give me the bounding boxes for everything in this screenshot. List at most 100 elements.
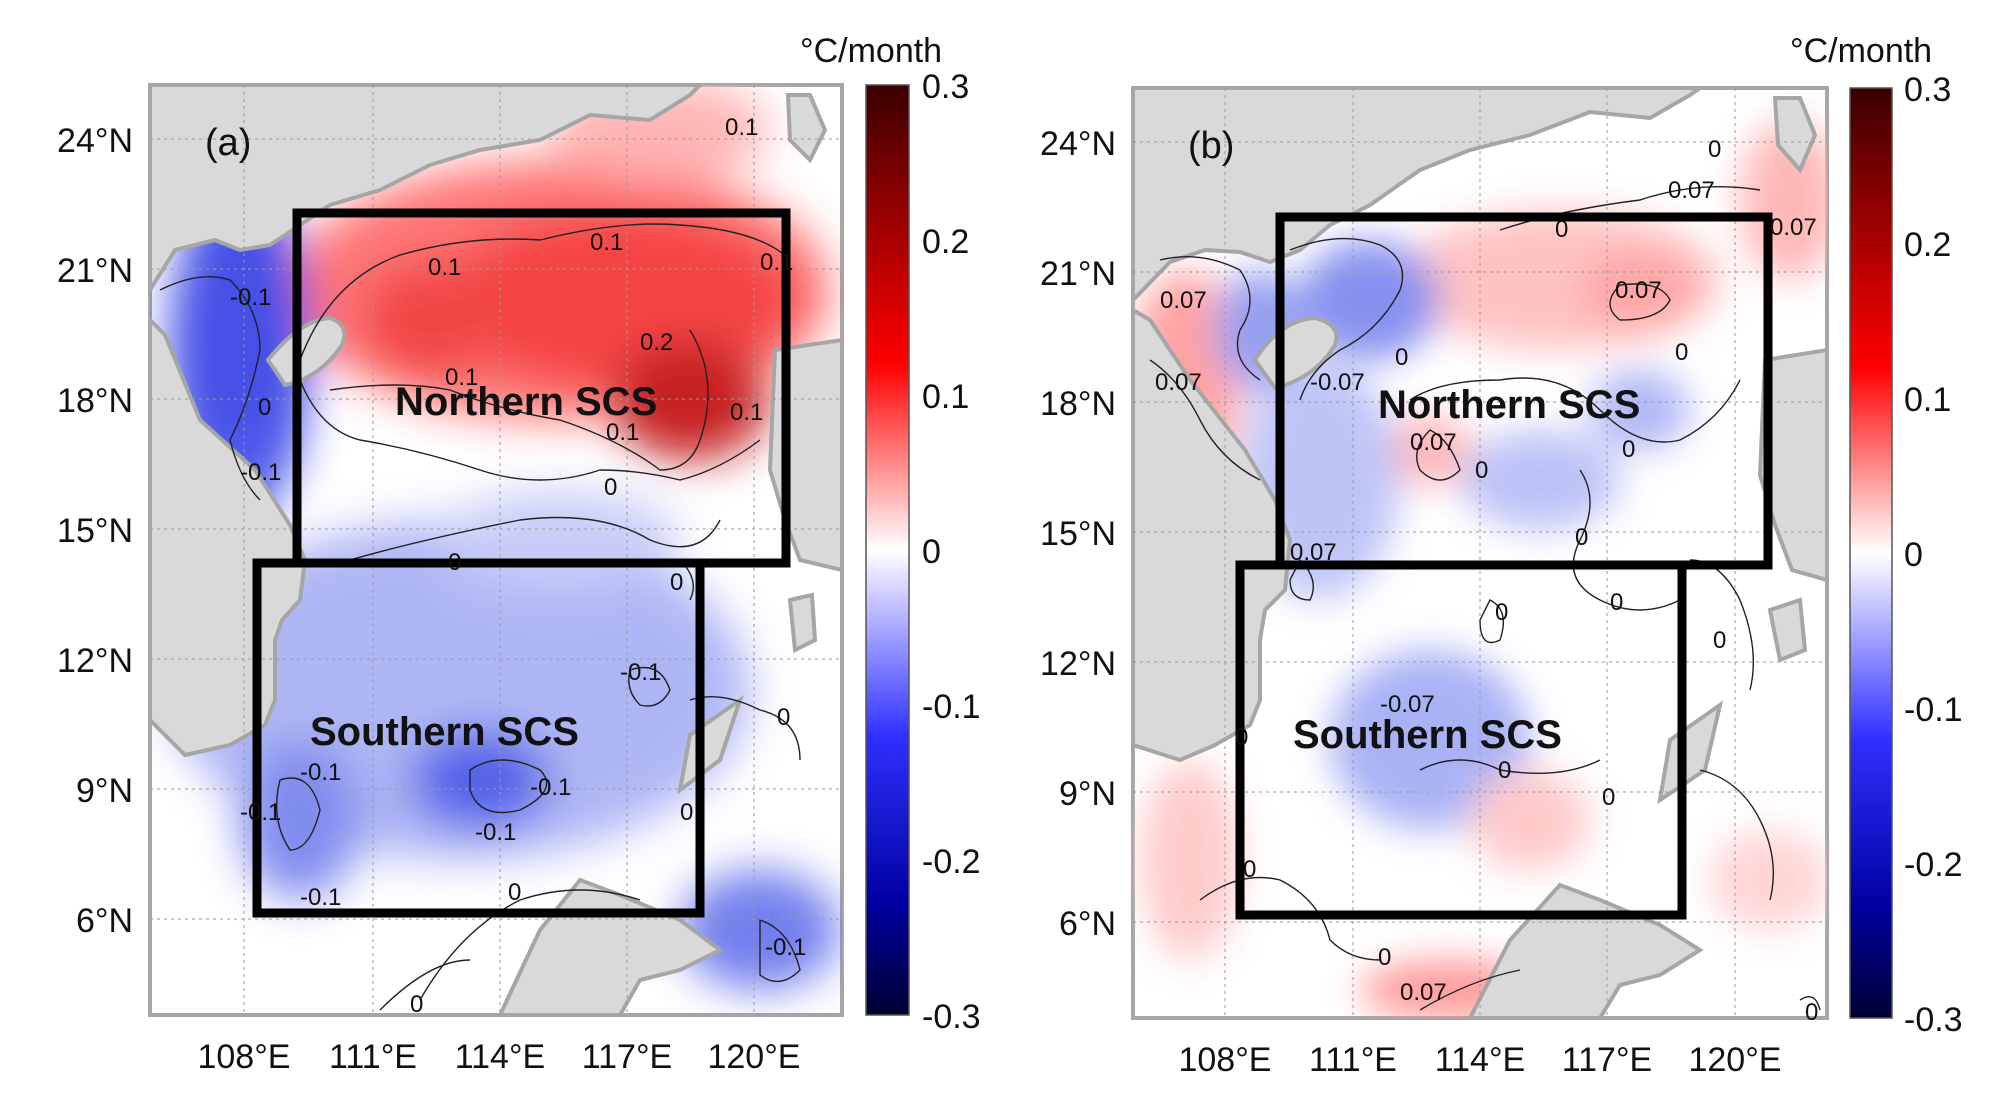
lon-tick: 114°E: [1435, 1041, 1525, 1079]
colorbar-tick: 0.1: [922, 378, 969, 416]
contour-label: -0.07: [1310, 369, 1365, 396]
lat-tick: 24°N: [1040, 125, 1116, 163]
lon-tick: 120°E: [707, 1038, 800, 1076]
panel-label-b: (b): [1188, 125, 1234, 167]
lon-tick: 108°E: [197, 1038, 290, 1076]
contour-label: 0: [448, 549, 461, 576]
colorbar-tick: 0: [1904, 536, 1923, 574]
colorbar-tick: -0.3: [1904, 1001, 1963, 1039]
contour-label: 0: [1395, 344, 1408, 371]
lon-tick: 117°E: [582, 1038, 672, 1076]
lat-tick: 12°N: [57, 642, 133, 680]
colorbar-a: °C/month 0.3 0.2 0.1 0 -0.1 -0.2 -0.3: [800, 32, 981, 1036]
contour-label: 0.1: [730, 399, 763, 426]
contour-label: 0: [670, 569, 683, 596]
lat-axis-b: 24°N 21°N 18°N 15°N 12°N 9°N 6°N: [1040, 125, 1116, 943]
contour-label: 0: [604, 474, 617, 501]
contour-label: 0: [508, 879, 521, 906]
colorbar-tick: 0.1: [1904, 381, 1951, 419]
contours-a: [159, 223, 801, 1011]
contour-label: 0: [1805, 999, 1818, 1026]
contour-label: 0.07: [1410, 429, 1457, 456]
colorbar-unit-b: °C/month: [1790, 32, 1932, 70]
contour-label: -0.07: [1380, 691, 1435, 718]
lon-axis-b: 108°E 111°E 114°E 117°E 120°E: [1178, 1041, 1781, 1079]
contour-label: 0: [258, 394, 271, 421]
contour-label: 0: [1555, 216, 1568, 243]
lon-tick: 120°E: [1688, 1041, 1781, 1079]
lat-tick: 12°N: [1040, 645, 1116, 683]
colorbar-tick: 0.3: [1904, 71, 1951, 109]
contour-label: -0.1: [240, 799, 281, 826]
land-b: [1133, 88, 1827, 1018]
contour-label: 0.07: [1160, 287, 1207, 314]
colorbar-tick: -0.2: [922, 843, 981, 881]
northern-scs-label-a: Northern SCS: [395, 380, 657, 424]
lon-tick: 117°E: [1562, 1041, 1652, 1079]
colorbar-tick: -0.3: [922, 998, 981, 1036]
lat-tick: 21°N: [1040, 255, 1116, 293]
southern-scs-box-b: [1235, 560, 1687, 920]
lon-tick: 111°E: [329, 1038, 417, 1076]
colorbar-tick: 0.2: [922, 223, 969, 261]
colorbar-tick: -0.2: [1904, 846, 1963, 884]
contour-label: 0: [1498, 757, 1511, 784]
land-a: [150, 85, 842, 1015]
lon-tick: 108°E: [1178, 1041, 1271, 1079]
lat-tick: 15°N: [1040, 515, 1116, 553]
contour-label: 0.1: [606, 419, 639, 446]
contour-label: 0.1: [428, 254, 461, 281]
lat-tick: 9°N: [1059, 775, 1116, 813]
contour-label: -0.1: [230, 284, 271, 311]
contour-label: 0.1: [725, 114, 758, 141]
contour-label: 0: [1602, 784, 1615, 811]
colorbar-tick: 0: [922, 533, 941, 571]
contour-label: 0.07: [1668, 177, 1715, 204]
contour-label: 0.07: [1770, 214, 1817, 241]
colorbar-tick: -0.1: [922, 688, 981, 726]
lat-tick: 6°N: [76, 902, 133, 940]
contour-label: 0: [1475, 457, 1488, 484]
panel-a: (a) Northern SCS Southern SCS 0.1 0.1 0.…: [57, 32, 981, 1076]
lat-tick: 6°N: [1059, 905, 1116, 943]
panel-b: (b) Northern SCS Southern SCS 0 0.07 0.0…: [1040, 32, 1963, 1079]
lon-axis-a: 108°E 111°E 114°E 117°E 120°E: [197, 1038, 800, 1076]
southern-scs-label-b: Southern SCS: [1293, 713, 1562, 757]
contour-label: 0: [1575, 524, 1588, 551]
contour-label: 0: [1378, 944, 1391, 971]
contour-label: -0.1: [300, 759, 341, 786]
contour-label: 0.1: [590, 229, 623, 256]
colorbar-unit-a: °C/month: [800, 32, 942, 70]
contour-label: 0: [1713, 627, 1726, 654]
lat-tick: 18°N: [57, 382, 133, 420]
contour-labels-b: 0 0.07 0.07 0.07 0 0.07 0.07 -0.07 0 0.0…: [1155, 136, 1818, 1026]
contour-label: 0: [680, 799, 693, 826]
contour-label: 0: [1622, 436, 1635, 463]
contour-label: 0.07: [1290, 539, 1337, 566]
contour-label: 0: [1495, 599, 1508, 626]
lat-tick: 21°N: [57, 252, 133, 290]
colorbar-gradient-b: [1849, 87, 1893, 1019]
panel-label-a: (a): [205, 122, 251, 164]
lat-axis-a: 24°N 21°N 18°N 15°N 12°N 9°N 6°N: [57, 122, 133, 940]
contour-label: -0.1: [300, 884, 341, 911]
contour-label: 0: [777, 704, 790, 731]
contour-label: 0: [410, 991, 423, 1018]
colorbar-tick: 0.2: [1904, 226, 1951, 264]
lat-tick: 24°N: [57, 122, 133, 160]
contour-label: 0.07: [1615, 277, 1662, 304]
contour-label: 0.2: [640, 329, 673, 356]
southern-scs-box-a: [252, 558, 705, 918]
lon-tick: 114°E: [455, 1038, 545, 1076]
contour-label: 0.1: [445, 364, 478, 391]
contour-label: -0.1: [765, 934, 806, 961]
contour-label: -0.1: [620, 659, 661, 686]
contour-labels-a: 0.1 0.1 0.1 0.1 0.1 0.1 0.1 0.2 0 0 0 0 …: [230, 114, 806, 1018]
contour-label: 0: [1675, 339, 1688, 366]
lat-tick: 9°N: [76, 772, 133, 810]
lon-tick: 111°E: [1309, 1041, 1397, 1079]
contour-label: 0: [1610, 589, 1623, 616]
contour-label: 0.1: [760, 249, 793, 276]
colorbar-tick: 0.3: [922, 68, 969, 106]
